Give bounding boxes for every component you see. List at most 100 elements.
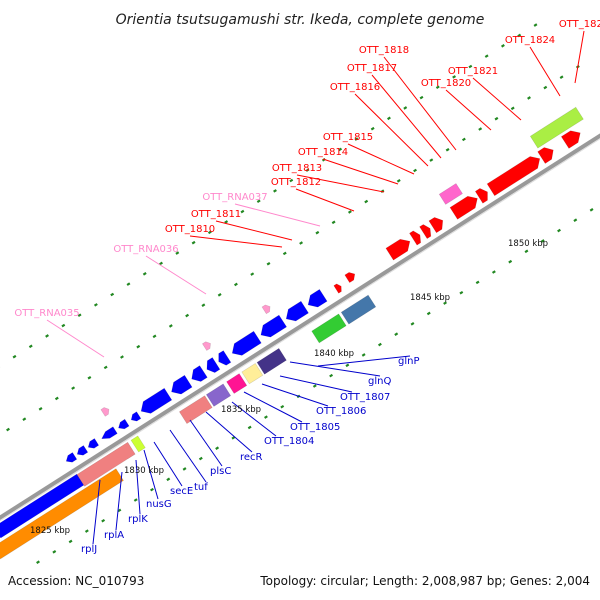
leader-line — [135, 459, 141, 515]
label-ott-1807: OTT_1807 — [340, 392, 390, 403]
tick-mark — [185, 313, 190, 318]
tick-mark — [475, 280, 480, 285]
gene-block-purple — [205, 383, 232, 407]
leader-line — [231, 401, 277, 437]
tick-mark — [377, 342, 382, 347]
tick-marks — [0, 23, 594, 564]
tick-mark — [152, 334, 157, 339]
gene-arrow — [449, 195, 478, 220]
kbp-label: 1850 kbp — [508, 239, 548, 249]
tick-mark — [12, 354, 17, 359]
topology-text: Topology: circular; Length: 2,008,987 bp… — [260, 574, 590, 588]
gene-arrow — [385, 238, 411, 261]
gene-block-orange — [0, 468, 124, 560]
tick-mark — [120, 355, 124, 359]
tick-mark — [256, 199, 261, 204]
gene-block-green — [311, 313, 347, 344]
gene-arrow — [206, 357, 221, 373]
tick-mark — [182, 467, 187, 471]
tick-mark — [494, 116, 499, 121]
tick-mark — [524, 249, 529, 254]
leader-line — [243, 391, 303, 423]
tick-mark — [101, 518, 106, 523]
label-plsc: plsC — [210, 466, 231, 477]
gene-arrow — [87, 438, 100, 449]
tick-mark — [282, 251, 287, 256]
tick-mark — [559, 75, 564, 79]
tick-mark — [410, 322, 415, 326]
tick-mark — [452, 75, 457, 79]
gene-arrow — [260, 314, 288, 338]
label-ott-1812: OTT_1812 — [271, 177, 321, 188]
gene-arrow — [76, 445, 89, 456]
label-leaders — [46, 30, 585, 545]
tick-mark — [491, 270, 496, 274]
tick-mark — [478, 127, 483, 131]
label-rpla: rplA — [104, 530, 124, 541]
tick-mark — [61, 323, 66, 328]
leader-line — [189, 235, 283, 248]
label-ott-1814: OTT_1814 — [298, 147, 348, 158]
tick-mark — [361, 353, 366, 357]
gene-arrow — [171, 374, 193, 395]
tick-mark — [396, 179, 401, 183]
rna-marker — [261, 304, 271, 315]
label-ott-1820: OTT_1820 — [421, 78, 471, 89]
label-ott-1821: OTT_1821 — [448, 66, 498, 77]
leader-line — [189, 419, 223, 467]
gene-block-indigo — [256, 347, 287, 375]
rna-marker — [201, 341, 211, 351]
kbp-labels: 1825 kbp 1830 kbp 1835 kbp 1840 kbp 1845 kbp… — [30, 239, 548, 536]
tick-mark — [142, 271, 147, 276]
leader-line — [371, 74, 442, 159]
leader-line — [215, 220, 293, 241]
tick-mark — [93, 303, 98, 307]
tick-mark — [329, 373, 334, 378]
tick-mark — [347, 210, 352, 214]
tick-mark — [345, 363, 350, 368]
tick-mark — [28, 344, 33, 349]
tick-mark — [234, 282, 238, 287]
tick-mark — [387, 116, 391, 121]
tick-mark — [84, 529, 89, 533]
tick-mark — [264, 415, 268, 419]
tick-mark — [315, 230, 320, 235]
tick-mark — [217, 293, 222, 297]
leader-line — [322, 158, 399, 185]
tick-mark — [394, 332, 399, 336]
leader-line — [46, 319, 105, 358]
tick-mark — [159, 261, 163, 266]
tick-mark — [540, 239, 545, 243]
gene-arrow — [231, 330, 262, 356]
leader-line — [317, 355, 411, 367]
leader-line — [143, 449, 159, 500]
tick-mark — [527, 96, 531, 100]
leader-line — [92, 479, 101, 545]
kbp-label: 1825 kbp — [30, 526, 70, 536]
leader-line — [383, 56, 457, 151]
label-rplj: rplJ — [81, 544, 97, 555]
leader-line — [289, 361, 381, 377]
gene-arrow — [560, 130, 581, 149]
tick-mark — [224, 220, 229, 224]
tick-mark — [354, 137, 359, 141]
tick-mark — [459, 290, 464, 295]
label-ott-1818: OTT_1818 — [359, 45, 409, 56]
tick-mark — [38, 407, 43, 411]
gene-arrow — [333, 283, 342, 294]
tick-mark — [52, 550, 57, 554]
gene-arrow — [140, 387, 173, 414]
tick-mark — [6, 427, 10, 432]
gene-arrow — [101, 426, 118, 440]
tick-mark — [468, 64, 473, 69]
gene-arrow — [344, 272, 356, 284]
tick-mark — [240, 209, 245, 214]
leader-line — [279, 375, 353, 393]
gene-arrow — [537, 147, 554, 164]
tick-mark — [54, 396, 59, 401]
kbp-label: 1840 kbp — [314, 349, 354, 359]
gene-arrow — [130, 411, 142, 422]
backbone-line — [0, 133, 600, 521]
leader-line — [347, 143, 415, 175]
tick-mark — [103, 365, 108, 370]
